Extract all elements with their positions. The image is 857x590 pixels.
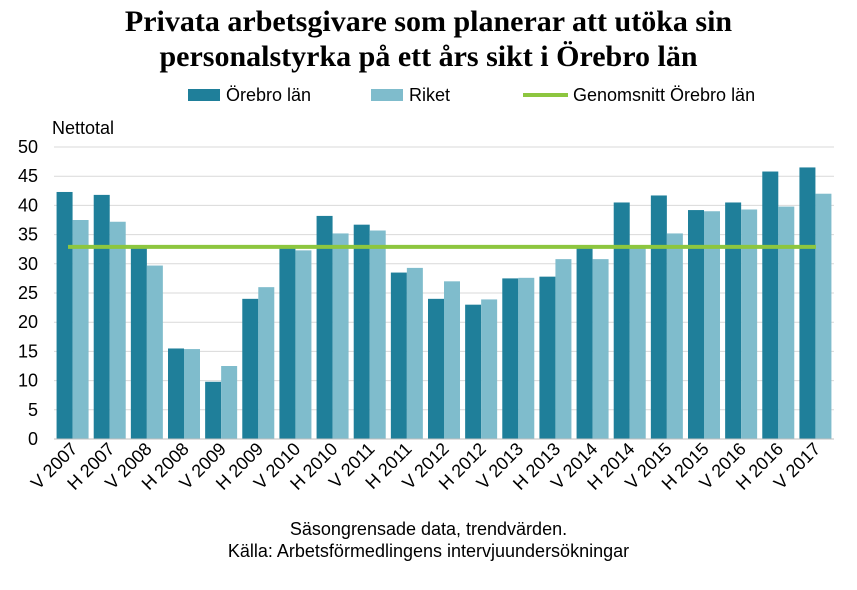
bar-orebro [576, 246, 593, 439]
legend-label-average: Genomsnitt Örebro län [573, 85, 755, 105]
bar-orebro [316, 215, 333, 439]
bar-riket [592, 259, 609, 439]
y-axis-title: Nettotal [52, 118, 114, 138]
y-tick-label: 15 [18, 341, 38, 361]
y-tick-label: 30 [18, 254, 38, 274]
bar-orebro [762, 171, 779, 439]
bar-riket [109, 221, 126, 439]
bar-riket [258, 287, 275, 439]
bar-orebro [242, 298, 259, 439]
y-tick-label: 45 [18, 166, 38, 186]
bar-orebro [539, 276, 556, 439]
bar-orebro [279, 245, 296, 439]
bar-riket [518, 277, 535, 439]
bar-orebro [725, 202, 742, 439]
bar-orebro [650, 195, 667, 439]
y-tick-label: 25 [18, 283, 38, 303]
bar-riket [481, 299, 498, 439]
y-tick-label: 35 [18, 225, 38, 245]
bar-riket [184, 349, 200, 439]
footnote-line-1: Säsongrensade data, trendvärden. [289, 519, 568, 539]
bar-riket [295, 250, 312, 439]
bar-riket [666, 233, 683, 439]
bar-orebro [205, 381, 222, 439]
chart-title: Privata arbetsgivare som planerar att ut… [0, 4, 857, 74]
bar-orebro [502, 278, 519, 439]
footnote-line-2: Källa: Arbetsförmedlingens intervjuunder… [227, 541, 630, 561]
bar-riket [555, 259, 572, 439]
bar-orebro [93, 194, 110, 439]
legend-swatch-orebro [188, 89, 220, 101]
bar-riket [741, 209, 758, 439]
legend-label-riket: Riket [409, 85, 450, 105]
legend-swatch-riket [371, 89, 403, 101]
bar-riket [778, 206, 795, 439]
y-axis-ticks: 0 5 10 15 20 25 30 35 40 45 50 [18, 137, 38, 449]
bar-riket [146, 265, 163, 439]
bar-orebro [130, 246, 147, 439]
bar-riket [704, 211, 720, 439]
bar-orebro [688, 210, 704, 439]
y-tick-label: 0 [28, 429, 38, 449]
bar-orebro [168, 348, 184, 439]
bar-orebro [353, 224, 370, 439]
y-tick-label: 20 [18, 312, 38, 332]
y-tick-label: 10 [18, 371, 38, 391]
bar-orebro [613, 202, 630, 439]
bar-riket [369, 230, 386, 439]
bar-orebro [428, 298, 444, 439]
bar-orebro [56, 191, 73, 439]
legend-label-orebro: Örebro län [226, 85, 311, 105]
bar-orebro [465, 304, 482, 439]
bar-riket [332, 233, 349, 439]
bar-riket [72, 220, 89, 439]
bar-riket [221, 366, 238, 439]
bar-orebro [799, 167, 816, 439]
bar-orebro [390, 272, 407, 439]
legend: Örebro län Riket Genomsnitt Örebro län [188, 85, 755, 105]
bar-riket [444, 281, 460, 439]
y-tick-label: 40 [18, 195, 38, 215]
bar-riket [629, 245, 646, 439]
chart-title-line-1: Privata arbetsgivare som planerar att ut… [124, 5, 733, 38]
y-tick-label: 5 [28, 400, 38, 420]
chart-title-line-2: personalstyrka på ett års sikt i Örebro … [159, 40, 698, 73]
y-tick-label: 50 [18, 137, 38, 157]
bars [56, 167, 832, 439]
bar-riket [815, 193, 832, 439]
bar-riket [406, 267, 423, 439]
